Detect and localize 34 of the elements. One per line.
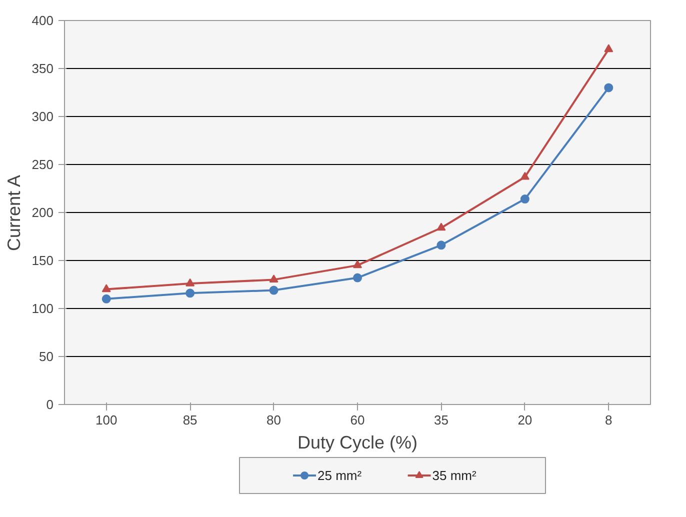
x-tick-label: 100 — [96, 412, 118, 428]
point — [269, 274, 278, 283]
x-tick-label: 80 — [266, 412, 282, 428]
legend-label: 25 mm² — [318, 468, 362, 483]
point — [520, 172, 530, 180]
x-axis-title: Duty Cycle (%) — [297, 432, 418, 452]
point — [186, 288, 195, 298]
y-tick-label: 200 — [32, 205, 54, 220]
x-tick-label: 60 — [350, 412, 365, 428]
y-axis-title: Current A — [4, 174, 24, 252]
point — [353, 260, 362, 268]
point — [102, 284, 111, 292]
point — [604, 83, 614, 92]
point — [102, 294, 111, 304]
point — [436, 222, 446, 231]
y-tick-label: 50 — [39, 349, 54, 364]
point — [186, 278, 195, 286]
point — [604, 44, 614, 52]
y-tick-label: 350 — [32, 61, 54, 76]
point — [353, 273, 362, 282]
x-tick-label: 35 — [434, 412, 448, 428]
y-tick-label: 300 — [32, 109, 54, 124]
x-tick-label: 85 — [182, 412, 198, 428]
point — [269, 286, 278, 295]
legend-label: 35 mm² — [432, 468, 478, 483]
y-tick-label: 100 — [32, 301, 54, 316]
y-tick-label: 400 — [32, 13, 54, 28]
y-tick-label: 250 — [32, 157, 54, 172]
y-tick-label: 150 — [32, 253, 54, 268]
point — [436, 240, 446, 250]
x-tick-label: 20 — [518, 412, 532, 428]
point — [520, 194, 530, 204]
x-tick-label: 8 — [605, 412, 612, 428]
y-tick-label: 0 — [46, 397, 54, 412]
